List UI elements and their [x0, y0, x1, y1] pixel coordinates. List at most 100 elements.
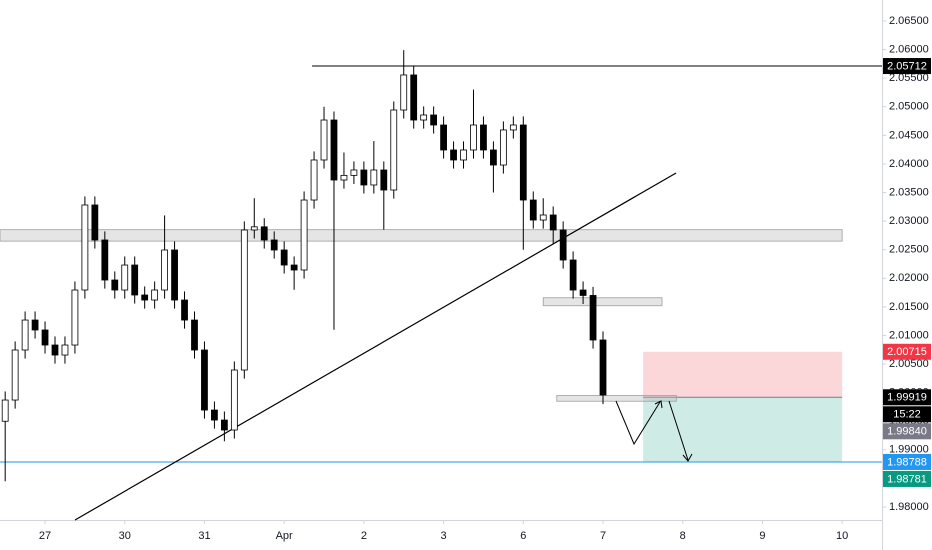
candle-body: [390, 109, 398, 191]
price-badge-label: 15:22: [893, 409, 921, 421]
candle-body: [81, 204, 89, 291]
candle-body: [270, 239, 278, 251]
x-tick-label: 8: [680, 530, 686, 542]
candle-body: [141, 294, 149, 301]
candle-body: [430, 114, 438, 126]
candle-body: [61, 344, 69, 356]
candle-body: [290, 264, 298, 271]
y-tick-label: 2.06500: [889, 15, 929, 27]
candle-body: [101, 239, 109, 281]
x-tick-label: Apr: [276, 530, 293, 542]
x-tick-label: 3: [441, 530, 447, 542]
x-tick-label: 6: [520, 530, 526, 542]
y-tick-label: 2.03500: [889, 186, 929, 198]
candle-body: [370, 169, 378, 186]
stop-zone: [643, 351, 843, 398]
candle-body: [350, 169, 358, 176]
candle-body: [480, 124, 487, 151]
target-zone: [643, 397, 843, 462]
price-badge: [883, 389, 931, 406]
zone: [0, 229, 843, 242]
price-badge-label: 1.98788: [887, 456, 927, 468]
trendline: [74, 172, 677, 521]
candle-body: [569, 259, 577, 291]
y-tick-label: 2.01000: [889, 329, 929, 341]
candle-body: [131, 264, 139, 296]
candle-body: [211, 409, 218, 421]
candle-body: [410, 74, 418, 121]
price-badge: [883, 470, 931, 487]
candle-body: [21, 319, 29, 351]
candle-body: [539, 214, 547, 221]
arrows: [615, 400, 693, 462]
candle-body: [420, 114, 428, 121]
candle-body: [320, 119, 328, 161]
candle-body: [589, 295, 597, 341]
candle-body: [499, 129, 507, 166]
y-tick-label: 2.02000: [889, 272, 929, 284]
y-tick-label: 2.06000: [889, 43, 929, 55]
candle-body: [151, 289, 159, 301]
candle-body: [171, 249, 178, 301]
y-tick-label: 2.01500: [889, 301, 929, 313]
candle-body: [310, 159, 318, 201]
y-tick-label: 2.00500: [889, 358, 929, 370]
candle-body: [121, 264, 129, 291]
price-badge-label: 2.00715: [887, 346, 927, 358]
candle-body: [340, 174, 348, 181]
candle-body: [41, 329, 49, 346]
candle-body: [220, 419, 228, 431]
candle-body: [11, 349, 19, 401]
candle-body: [330, 119, 338, 181]
x-tick-label: 9: [759, 530, 765, 542]
price-badge-label: 1.99840: [887, 426, 927, 438]
arrow-head: [654, 400, 663, 409]
candle-body: [1, 399, 9, 422]
candle-body: [191, 319, 198, 351]
x-tick-label: 10: [836, 530, 848, 542]
candle-body: [579, 289, 587, 296]
candle-body: [400, 74, 408, 111]
arrow-head: [682, 453, 693, 462]
candle-body: [440, 124, 447, 151]
candle-body: [71, 289, 79, 346]
price-badge-label: 1.99919: [887, 392, 927, 404]
candle-body: [201, 349, 208, 411]
candle-body: [509, 124, 517, 131]
x-tick-label: 30: [119, 530, 131, 542]
candle-body: [529, 199, 537, 221]
candle-body: [450, 149, 457, 161]
candle-body: [360, 169, 368, 186]
arrow-path: [615, 400, 661, 446]
candle-body: [300, 199, 308, 271]
price-badge: [883, 58, 931, 75]
candle-body: [91, 204, 99, 241]
candle-body: [549, 214, 557, 231]
candle-body: [470, 124, 477, 151]
price-badge: [883, 423, 931, 440]
y-tick-label: 2.03000: [889, 215, 929, 227]
y-tick-label: 2.04500: [889, 129, 929, 141]
candle-body: [599, 339, 607, 396]
zone: [556, 395, 677, 402]
candle-body: [250, 226, 258, 231]
candle-body: [460, 149, 467, 161]
x-tick-label: 7: [600, 530, 606, 542]
candle-body: [31, 319, 39, 331]
price-badge-label: 1.98781: [887, 473, 927, 485]
x-tick-label: 2: [361, 530, 367, 542]
price-badge: [883, 453, 931, 470]
candle-body: [111, 279, 119, 291]
y-tick-label: 1.99000: [889, 444, 929, 456]
zone: [542, 297, 663, 307]
candle-body: [230, 369, 238, 431]
x-tick-label: 27: [39, 530, 51, 542]
price-badge: [883, 343, 931, 360]
y-tick-label: 2.05500: [889, 72, 929, 84]
candle-body: [51, 344, 59, 356]
y-tick-label: 1.98000: [889, 501, 929, 513]
candle-body: [260, 226, 268, 241]
candle-body: [181, 299, 188, 321]
